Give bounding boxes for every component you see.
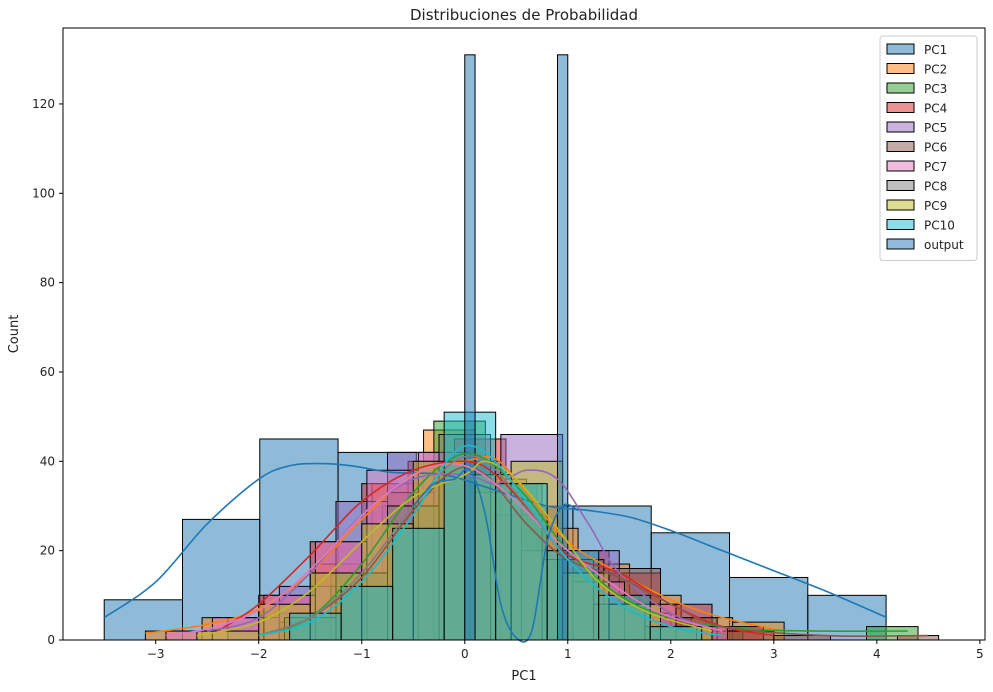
plot-frame [62,27,986,641]
y-tick-label: 40 [40,454,55,468]
y-tick-label: 60 [40,365,55,379]
kde-line-pc9 [196,460,713,637]
legend-swatch [886,102,915,113]
legend-item-pc9: PC9 [886,199,947,213]
legend-label: PC2 [924,63,947,77]
legend-label: PC3 [924,82,947,96]
legend-label: PC8 [924,180,947,194]
x-axis-label: PC1 [511,669,536,684]
bar-pc10-6 [598,594,651,641]
legend-item-pc5: PC5 [886,121,947,135]
legend-item-pc2: PC2 [886,63,947,77]
x-tick-label: 4 [873,647,881,661]
legend-swatch [886,199,915,211]
chart-title: Distribuciones de Probabilidad [410,6,638,24]
legend-item-pc7: PC7 [886,160,947,174]
legend-label: PC5 [924,121,947,135]
bar-pc6-9 [773,635,831,641]
x-tick-label: 0 [461,647,469,661]
y-tick-label: 120 [32,97,55,111]
legend-label: PC7 [924,160,947,174]
kde-line-pc1 [103,462,888,619]
legend-swatch [886,63,915,74]
legend-label: PC9 [924,199,947,213]
legend-item-pc10: PC10 [886,219,955,233]
legend-label: PC10 [924,219,955,233]
legend-item-pc6: PC6 [886,141,947,155]
x-tick-label: 5 [976,647,984,661]
legend-swatch [886,219,915,230]
kde-line-output [412,468,579,643]
legend-swatch [886,82,915,94]
kde-layer [103,444,929,643]
kde-line-pc3 [258,452,908,637]
x-tick-label: −2 [250,647,268,661]
legend-item-output: output [886,238,964,252]
bar-pc9-0 [196,630,260,641]
legend-item-pc1: PC1 [886,43,947,57]
y-tick-label: 0 [47,633,55,647]
x-tick-label: 1 [564,647,572,661]
kde-line-pc10 [258,444,723,637]
ticks-layer: −3 −2 −1 0 1 2 3 4 5 0 20 40 60 80 100 120 [32,97,984,661]
legend-swatch [886,238,915,250]
bars-layer [103,54,940,641]
kde-line-pc6 [258,465,929,637]
y-axis-label: Count [7,315,22,354]
kde-line-pc7 [165,462,723,637]
legend: PC1 PC2 PC3 PC4 PC5 PC6 PC7 PC8 PC9 PC10 output [879,35,978,261]
y-tick-label: 100 [32,186,55,200]
legend-swatch [886,121,915,133]
legend-swatch [886,160,915,172]
legend-item-pc8: PC8 [886,180,947,194]
bar-output-0 [464,54,476,641]
legend-swatch [886,180,915,191]
legend-item-pc4: PC4 [886,102,947,116]
legend-swatch [886,141,915,152]
y-tick-label: 20 [40,544,55,558]
legend-label: PC1 [924,43,947,57]
legend-label: output [924,238,964,252]
legend-item-pc3: PC3 [886,82,947,96]
legend-label: PC6 [924,141,947,155]
x-tick-label: −3 [147,647,165,661]
y-tick-label: 80 [40,276,55,290]
x-tick-label: −1 [353,647,371,661]
bar-pc10-2 [392,527,445,641]
x-tick-label: 3 [770,647,778,661]
x-tick-label: 2 [667,647,675,661]
legend-label: PC4 [924,102,947,116]
legend-swatch [886,43,915,55]
